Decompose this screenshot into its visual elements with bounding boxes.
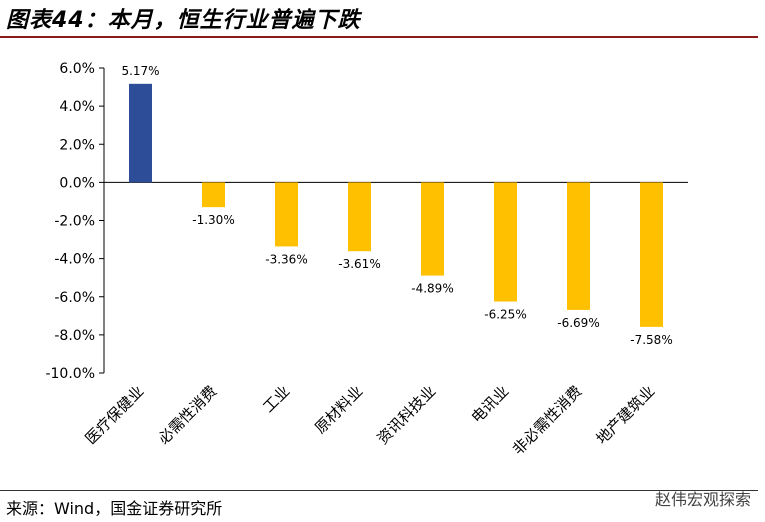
bar [421,182,444,276]
bar [494,182,517,302]
data-label: -6.25% [484,308,526,322]
category-label: 资讯科技业 [374,382,440,448]
category-label: 非必需性消费 [509,382,585,458]
watermark: 赵伟宏观探索 [654,490,751,509]
y-tick-label: -10.0% [45,366,95,382]
data-label: -3.61% [338,257,380,271]
y-tick-label: -2.0% [54,214,95,230]
category-label: 医疗保健业 [82,382,148,448]
data-label: -7.58% [630,333,672,347]
y-tick-label: -4.0% [54,252,95,268]
y-tick-label: 0.0% [59,175,95,191]
bar [275,182,298,247]
y-tick-label: 4.0% [59,99,95,115]
data-label: -6.69% [557,316,599,330]
source-divider [0,490,758,491]
source-note: 来源：Wind，国金证券研究所 [6,499,223,518]
y-tick-label: -8.0% [54,328,95,344]
bar [129,83,152,183]
y-tick-label: 2.0% [59,137,95,153]
chart-title: 图表44：本月，恒生行业普遍下跌 [6,8,361,33]
category-label: 必需性消费 [155,382,221,448]
y-tick-label: 6.0% [59,61,95,77]
title-divider [0,36,758,38]
data-label: -4.89% [411,282,453,296]
category-label: 工业 [259,382,293,416]
data-label: 5.17% [121,64,159,78]
data-label: -1.30% [192,213,234,227]
bar [202,182,225,208]
bar [640,182,663,327]
data-label: -3.36% [265,252,307,266]
y-tick-label: -6.0% [54,290,95,306]
category-label: 地产建筑业 [593,382,659,448]
bar [348,182,371,252]
category-label: 原材料业 [311,382,366,437]
bar [567,182,590,310]
category-label: 电讯业 [468,382,513,427]
bar-chart: 6.0% 4.0% 2.0% 0.0% -2.0% -4.0% -6.0% -8.0% -10.… [45,61,688,458]
